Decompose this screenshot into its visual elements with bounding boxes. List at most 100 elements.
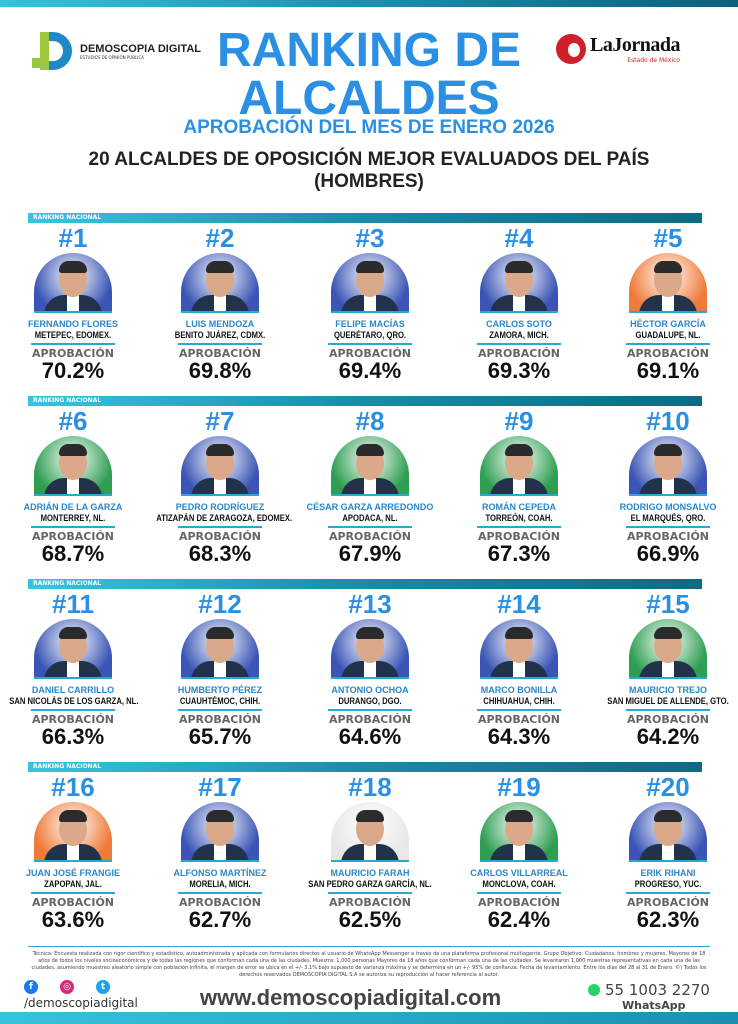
demoscopia-logo: DEMOSCOPIA DIGITAL ESTUDIOS DE OPINIÓN PÚ… <box>32 32 201 72</box>
rank-number: #7 <box>205 406 235 436</box>
brand-left-tagline: ESTUDIOS DE OPINIÓN PÚBLICA <box>80 55 144 60</box>
mayor-photo <box>331 436 409 496</box>
mayor-name: HÉCTOR GARCÍA <box>630 319 706 329</box>
mayor-name: DANIEL CARRILLO <box>31 685 115 695</box>
mayor-card: #9 ROMÁN CEPEDA TORREÓN, COAH. APROBACIÓN 67… <box>444 406 594 565</box>
section-label: RANKING NACIONAL <box>33 397 102 404</box>
mayor-card: #7 PEDRO RODRÍGUEZ ATIZAPÁN DE ZARAGOZA, E… <box>145 406 295 565</box>
rank-number: #11 <box>52 589 94 619</box>
mayor-card: #19 CARLOS VILLARREAL MONCLOVA, COAH. APROB… <box>444 772 594 931</box>
mayor-photo <box>331 619 409 679</box>
approval-value: 68.3% <box>188 541 252 566</box>
approval-label: APROBACIÓN <box>178 347 262 360</box>
divider <box>31 343 115 345</box>
instagram-icon[interactable]: ◎ <box>60 980 74 994</box>
mayor-name: ROMÁN CEPEDA <box>481 502 556 512</box>
mayor-card: #5 HÉCTOR GARCÍA GUADALUPE, NL. APROBACIÓN 6… <box>593 223 738 382</box>
rank-number: #10 <box>646 406 690 436</box>
mayor-city: ZAPOPAN, JAL. <box>44 879 102 889</box>
approval-value: 63.6% <box>41 907 105 932</box>
heading-line-2: (HOMBRES) <box>314 171 424 192</box>
facebook-icon[interactable]: f <box>24 980 38 994</box>
mayor-photo <box>34 253 112 313</box>
mayor-photo <box>629 619 707 679</box>
la-jornada-logo: LaJornada Estado de México <box>556 34 680 64</box>
section-bar: RANKING NACIONAL <box>28 762 702 772</box>
mayor-name: CARLOS VILLARREAL <box>470 868 568 878</box>
mayor-card: #16 JUAN JOSÉ FRANGIE ZAPOPAN, JAL. APROBAC… <box>0 772 148 931</box>
mayor-photo <box>331 802 409 862</box>
divider <box>178 709 262 711</box>
social-handle[interactable]: /demoscopiadigital <box>24 996 138 1010</box>
mayor-name: ANTONIO OCHOA <box>331 685 409 695</box>
mayor-city: SAN MIGUEL DE ALLENDE, GTO. <box>607 696 729 706</box>
rank-number: #14 <box>497 589 541 619</box>
rank-number: #16 <box>51 772 95 802</box>
section-bar: RANKING NACIONAL <box>28 579 702 589</box>
mayor-photo <box>34 802 112 862</box>
mayor-photo <box>480 619 558 679</box>
approval-label: APROBACIÓN <box>31 713 115 726</box>
methodology-note: Técnica: Encuesta realizada con rigor ci… <box>31 951 707 978</box>
section-label: RANKING NACIONAL <box>33 214 102 221</box>
divider <box>477 892 561 894</box>
mayor-city: CHIHUAHUA, CHIH. <box>483 696 555 706</box>
approval-label: APROBACIÓN <box>31 896 115 909</box>
mayor-name: JUAN JOSÉ FRANGIE <box>25 868 121 878</box>
approval-label: APROBACIÓN <box>328 896 412 909</box>
rank-number: #15 <box>646 589 690 619</box>
mayor-photo <box>480 253 558 313</box>
section-label: RANKING NACIONAL <box>33 763 102 770</box>
mayor-name: RODRIGO MONSALVO <box>619 502 717 512</box>
heading: 20 ALCALDES DE OPOSICIÓN MEJOR EVALUADOS… <box>0 149 738 193</box>
divider <box>328 343 412 345</box>
mayor-name: MAURICIO TREJO <box>628 685 707 695</box>
divider <box>626 526 710 528</box>
website-link[interactable]: www.demoscopiadigital.com <box>200 985 502 1010</box>
mayor-name: FERNANDO FLORES <box>28 319 118 329</box>
whatsapp-icon <box>588 984 600 996</box>
approval-value: 68.7% <box>41 541 105 566</box>
rank-number: #9 <box>504 406 534 436</box>
mayor-card: #2 LUIS MENDOZA BENITO JUÁREZ, CDMX. APROBA… <box>145 223 295 382</box>
section-label: RANKING NACIONAL <box>33 580 102 587</box>
approval-value: 69.4% <box>338 358 402 383</box>
mayor-photo <box>629 802 707 862</box>
rank-number: #18 <box>348 772 392 802</box>
mayor-photo <box>34 619 112 679</box>
approval-label: APROBACIÓN <box>626 713 710 726</box>
mayor-city: EL MARQUÉS, QRO. <box>630 513 706 523</box>
mayor-name: PEDRO RODRÍGUEZ <box>175 502 265 512</box>
rank-number: #19 <box>497 772 541 802</box>
twitter-icon[interactable]: t <box>96 980 110 994</box>
divider <box>626 709 710 711</box>
mayor-photo <box>331 253 409 313</box>
mayor-city: ATIZAPÁN DE ZARAGOZA, EDOMEX. <box>156 513 293 523</box>
divider <box>178 892 262 894</box>
whatsapp-contact[interactable]: 55 1003 2270 <box>588 981 710 999</box>
approval-label: APROBACIÓN <box>477 530 561 543</box>
divider <box>477 343 561 345</box>
mayor-photo <box>629 253 707 313</box>
section-bar: RANKING NACIONAL <box>28 396 702 406</box>
approval-value: 69.1% <box>636 358 700 383</box>
rank-number: #2 <box>205 223 235 253</box>
approval-label: APROBACIÓN <box>477 713 561 726</box>
divider <box>31 709 115 711</box>
ranking-row: RANKING NACIONAL #6 ADRIÁN DE LA GARZA MONT… <box>0 396 738 578</box>
mayor-card: #3 FELIPE MACÍAS QUERÉTARO, QRO. APROBACIÓN… <box>295 223 445 382</box>
mayor-photo <box>480 802 558 862</box>
approval-value: 66.3% <box>41 724 105 749</box>
rank-number: #6 <box>58 406 88 436</box>
whatsapp-label: WhatsApp <box>622 999 686 1012</box>
approval-label: APROBACIÓN <box>626 896 710 909</box>
mayor-name: FELIPE MACÍAS <box>335 319 405 329</box>
mayor-photo <box>629 436 707 496</box>
divider <box>178 343 262 345</box>
approval-value: 64.2% <box>636 724 700 749</box>
mayor-card: #18 MAURICIO FARAH SAN PEDRO GARZA GARCÍA,… <box>295 772 445 931</box>
rank-number: #4 <box>504 223 534 253</box>
approval-label: APROBACIÓN <box>31 347 115 360</box>
mayor-card: #4 CARLOS SOTO ZAMORA, MICH. APROBACIÓN 69.3… <box>444 223 594 382</box>
mayor-card: #17 ALFONSO MARTÍNEZ MORELIA, MICH. APROBAC… <box>145 772 295 931</box>
